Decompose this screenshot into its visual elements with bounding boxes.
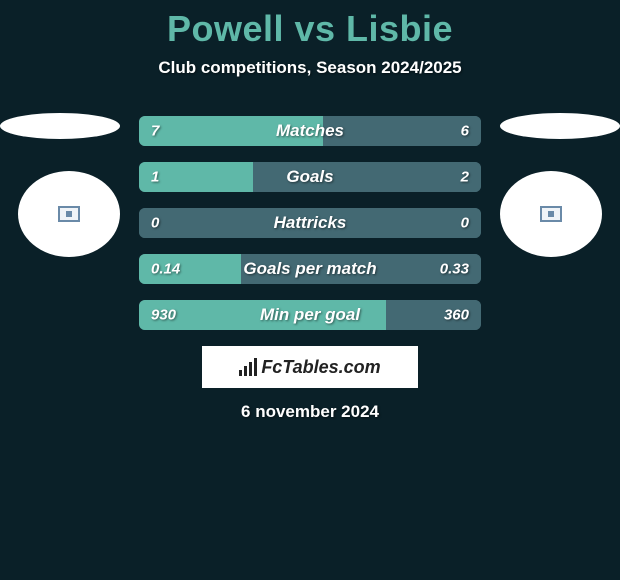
stat-value-left: 930 <box>151 307 176 324</box>
stat-label: Min per goal <box>260 305 360 325</box>
stat-row: 930 Min per goal 360 <box>139 300 481 330</box>
stat-label: Goals <box>286 167 333 187</box>
stat-label: Matches <box>276 121 344 141</box>
date-label: 6 november 2024 <box>0 402 620 422</box>
page-title: Powell vs Lisbie <box>0 0 620 50</box>
stat-value-right: 360 <box>444 307 469 324</box>
stat-value-left: 0 <box>151 215 159 232</box>
player-left-ellipse <box>0 113 120 139</box>
stat-label: Hattricks <box>274 213 347 233</box>
brand-logo: FcTables.com <box>202 346 418 388</box>
stat-value-left: 1 <box>151 169 159 186</box>
comparison-area: 7 Matches 6 1 Goals 2 0 Hattricks 0 0.14 Goals per… <box>0 116 620 422</box>
stat-value-left: 7 <box>151 123 159 140</box>
player-right-badge <box>500 171 602 257</box>
page-subtitle: Club competitions, Season 2024/2025 <box>0 58 620 78</box>
placeholder-icon <box>58 206 80 222</box>
stat-row: 1 Goals 2 <box>139 162 481 192</box>
stat-value-right: 0 <box>461 215 469 232</box>
stat-value-right: 0.33 <box>440 261 469 278</box>
stat-row: 0.14 Goals per match 0.33 <box>139 254 481 284</box>
stat-label: Goals per match <box>243 259 376 279</box>
player-left-badge <box>18 171 120 257</box>
stat-row: 0 Hattricks 0 <box>139 208 481 238</box>
bar-chart-icon <box>239 358 257 376</box>
brand-text: FcTables.com <box>261 357 380 378</box>
placeholder-icon <box>540 206 562 222</box>
stat-bars: 7 Matches 6 1 Goals 2 0 Hattricks 0 0.14 Goals per… <box>139 116 481 330</box>
stat-value-right: 2 <box>461 169 469 186</box>
stat-row: 7 Matches 6 <box>139 116 481 146</box>
stat-value-right: 6 <box>461 123 469 140</box>
player-right-ellipse <box>500 113 620 139</box>
stat-bar-right <box>323 116 481 146</box>
stat-value-left: 0.14 <box>151 261 180 278</box>
